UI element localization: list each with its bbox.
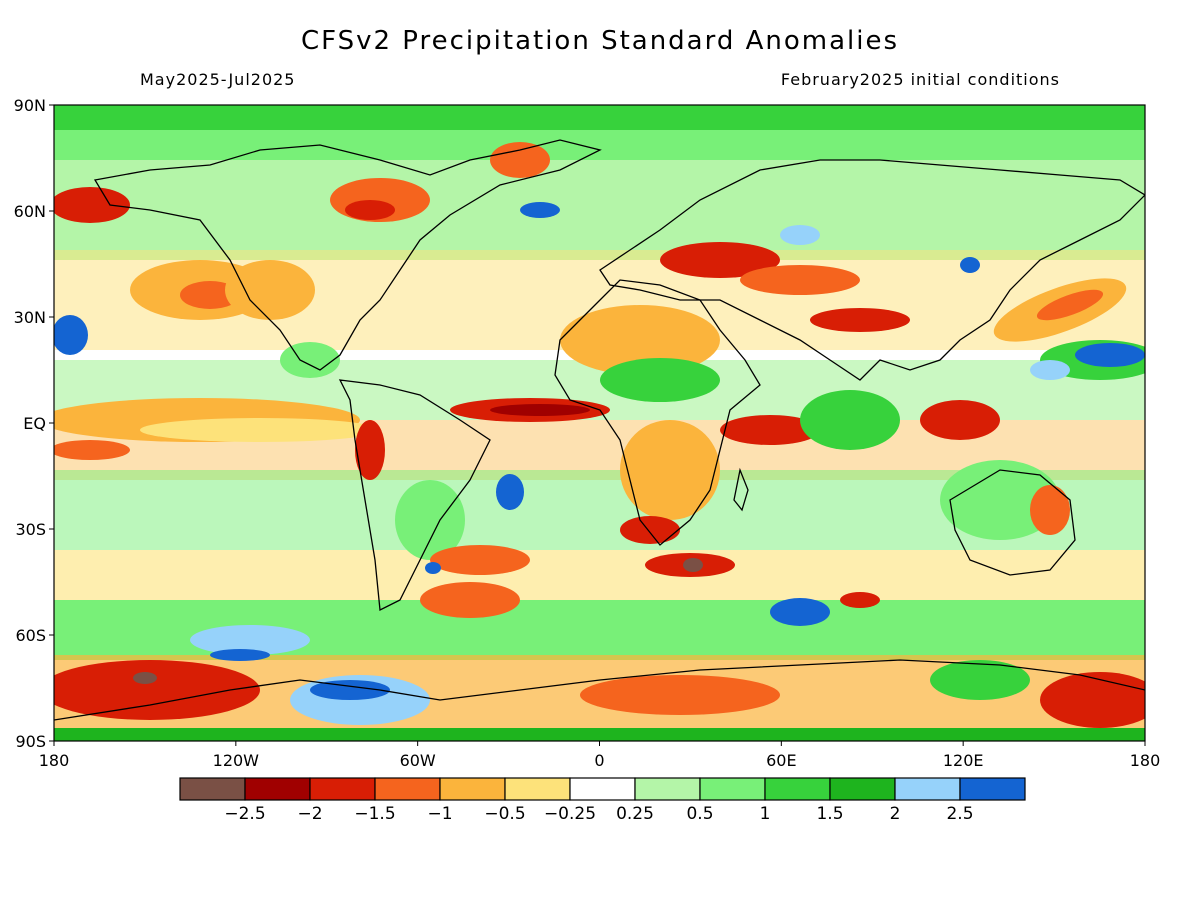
lon-tick-label: 180 (39, 751, 70, 770)
lat-tick-label: 30N (14, 308, 46, 327)
lon-tick-label: 120W (213, 751, 260, 770)
colorbar-label: 2.5 (946, 804, 973, 824)
colorbar-swatch (569, 777, 636, 801)
lon-tick-label: 180 (1130, 751, 1161, 770)
initial-conditions: February2025 initial conditions (780, 70, 1060, 89)
colorbar-label: −0.5 (484, 804, 525, 824)
lat-tick-label: EQ (23, 414, 46, 433)
colorbar-swatch (829, 777, 896, 801)
colorbar-swatch (179, 777, 246, 801)
lat-tick-label: 90N (14, 96, 46, 115)
lon-tick-label: 60E (766, 751, 796, 770)
colorbar-swatch (439, 777, 506, 801)
lat-tick-label: 30S (15, 520, 46, 539)
colorbar-swatch (309, 777, 376, 801)
lon-tick-label: 0 (594, 751, 604, 770)
lat-tick-label: 60S (15, 626, 46, 645)
colorbar-label: −2 (297, 804, 322, 824)
colorbar-label: −2.5 (224, 804, 265, 824)
colorbar-swatch (764, 777, 831, 801)
anomaly-field (54, 105, 1145, 741)
colorbar-swatch (374, 777, 441, 801)
coastlines (54, 139, 1145, 721)
colorbar-label: 0.25 (616, 804, 654, 824)
lon-tick-label: 60W (400, 751, 436, 770)
colorbar-swatch (894, 777, 961, 801)
lat-tick-label: 60N (14, 202, 46, 221)
colorbar-label: −1 (427, 804, 452, 824)
colorbar-label: −1.5 (354, 804, 395, 824)
latitude-axis: 90N 60N 30N EQ 30S 60S 90S (14, 96, 54, 751)
colorbar-label: 2 (890, 804, 901, 824)
forecast-period: May2025-Jul2025 (140, 70, 296, 89)
colorbar-swatch (244, 777, 311, 801)
colorbar-swatch (634, 777, 701, 801)
colorbar-label: 1 (760, 804, 771, 824)
longitude-axis: 180 120W 60W 0 60E 120E 180 (39, 741, 1161, 770)
lat-tick-label: 90S (15, 732, 46, 751)
map-title: CFSv2 Precipitation Standard Anomalies (300, 26, 900, 56)
colorbar-label: 1.5 (816, 804, 843, 824)
colorbar-label: −0.25 (544, 804, 596, 824)
colorbar-swatch (504, 777, 571, 801)
colorbar: −2.5 −2 −1.5 −1 −0.5 −0.25 0.25 0.5 1 1.5 2 2.5 (179, 777, 1026, 824)
colorbar-label: 0.5 (686, 804, 713, 824)
colorbar-swatch (699, 777, 766, 801)
lon-tick-label: 120E (943, 751, 984, 770)
colorbar-swatch (959, 777, 1026, 801)
